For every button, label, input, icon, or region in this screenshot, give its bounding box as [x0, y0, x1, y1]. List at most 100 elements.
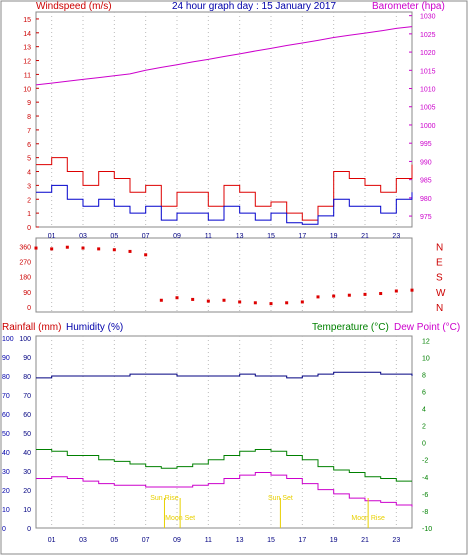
wind-direction-point: [238, 300, 242, 304]
baro-tick-label: 980: [420, 196, 432, 203]
humidity-tick-label: 50: [23, 431, 31, 438]
event-label: Sun Set: [268, 495, 293, 502]
event-label: Moon Set: [165, 515, 195, 522]
wind-tick-label: 3: [27, 183, 31, 190]
wind-tick-label: 8: [27, 114, 31, 121]
wind-direction-point: [34, 246, 38, 250]
dir-tick-label: 180: [19, 275, 31, 282]
left-axis-label-windspeed: Windspeed (m/s): [36, 1, 112, 12]
dir-tick-label: 90: [23, 290, 31, 297]
chart-title: 24 hour graph day : 15 January 2017: [172, 1, 336, 12]
series-dew-point-line: [36, 472, 413, 507]
wind-direction-point: [394, 289, 398, 293]
wind-tick-label: 11: [24, 72, 31, 79]
baro-tick-label: 1015: [420, 68, 436, 75]
series-barometer-line: [35, 26, 413, 86]
humidity-tick-label: 10: [23, 507, 31, 514]
wind-direction-point: [379, 292, 383, 296]
rain-tick-label: 0: [2, 526, 6, 533]
series-gust-line: [36, 157, 413, 221]
humidity-tick-label: 20: [23, 488, 31, 495]
rain-tick-label: 100: [2, 336, 14, 343]
wind-tick-label: 15: [23, 17, 31, 24]
humidity-tick-label: 80: [23, 374, 31, 381]
panel-frame-2: [35, 237, 413, 313]
wind-direction-point: [253, 301, 257, 305]
x-tick-label-panel1: 03: [79, 233, 87, 240]
panel-frame-1: [35, 11, 413, 228]
temp-tick-label: 8: [422, 372, 426, 379]
baro-tick-label: 1010: [420, 87, 436, 94]
wind-tick-label: 12: [23, 59, 31, 66]
rain-tick-label: 50: [2, 431, 10, 438]
baro-tick-label: 990: [420, 159, 432, 166]
wind-direction-point: [206, 299, 210, 303]
baro-tick-label: 1030: [420, 14, 436, 21]
dewpoint-label: Dew Point (°C): [394, 322, 460, 333]
wind-tick-label: 1: [27, 211, 31, 218]
x-tick-label-panel1: 13: [236, 233, 244, 240]
humidity-tick-label: 0: [27, 526, 31, 533]
wind-direction-point: [112, 248, 116, 252]
temp-tick-label: -2: [422, 458, 428, 465]
series-humidity-line: [36, 371, 413, 379]
wind-tick-label: 7: [27, 128, 31, 135]
x-tick-label-panel3: 05: [110, 537, 118, 544]
x-tick-label-panel3: 01: [48, 537, 56, 544]
humidity-tick-label: 60: [23, 412, 31, 419]
baro-tick-label: 1000: [420, 123, 436, 130]
series-average-line: [36, 184, 413, 225]
wind-direction-point: [222, 298, 226, 302]
wind-direction-point: [50, 247, 54, 251]
x-tick-label-panel1: 11: [205, 233, 212, 240]
wind-tick-label: 4: [27, 170, 31, 177]
wind-tick-label: 0: [27, 225, 31, 232]
x-tick-label-panel1: 17: [298, 233, 306, 240]
wind-tick-label: 5: [27, 156, 31, 163]
wind-direction-point: [144, 253, 148, 257]
x-tick-label-panel1: 23: [392, 233, 400, 240]
temp-tick-label: -4: [422, 475, 428, 482]
x-tick-label-panel3: 23: [392, 537, 400, 544]
rain-tick-label: 80: [2, 374, 10, 381]
panel-frame-3: [35, 335, 413, 529]
temp-tick-label: -8: [422, 509, 428, 516]
wind-tick-label: 2: [27, 197, 31, 204]
x-tick-label-panel3: 19: [330, 537, 338, 544]
wind-direction-point: [81, 246, 85, 250]
temp-tick-label: 12: [422, 338, 430, 345]
wind-direction-point: [332, 294, 336, 298]
humidity-tick-label: 70: [23, 393, 31, 400]
temp-tick-label: 0: [422, 441, 426, 448]
x-tick-label-panel3: 07: [142, 537, 150, 544]
x-tick-label-panel1: 05: [110, 233, 118, 240]
wind-tick-label: 9: [27, 100, 31, 107]
wind-direction-point: [269, 302, 273, 306]
temperature-label: Temperature (°C): [312, 322, 389, 333]
wind-tick-label: 6: [27, 142, 31, 149]
x-tick-label-panel1: 09: [173, 233, 181, 240]
wind-direction-point: [175, 296, 179, 300]
x-tick-label-panel1: 19: [330, 233, 338, 240]
wind-direction-point: [128, 249, 132, 253]
temp-tick-label: 4: [422, 407, 426, 414]
x-tick-label-panel3: 09: [173, 537, 181, 544]
x-tick-label-panel3: 21: [361, 537, 369, 544]
x-tick-label-panel1: 15: [267, 233, 275, 240]
series-temperature-line: [36, 449, 412, 482]
temp-tick-label: 2: [422, 424, 426, 431]
rain-tick-label: 30: [2, 469, 10, 476]
rain-tick-label: 10: [2, 507, 10, 514]
compass-label: S: [436, 273, 443, 284]
dir-tick-label: 360: [19, 244, 31, 251]
temp-tick-label: -6: [422, 492, 428, 499]
wind-direction-point: [300, 300, 304, 304]
wind-tick-label: 13: [23, 45, 31, 52]
humidity-tick-label: 90: [23, 355, 31, 362]
compass-label: W: [436, 288, 446, 299]
compass-label: N: [436, 303, 443, 314]
temp-tick-label: 6: [422, 389, 426, 396]
